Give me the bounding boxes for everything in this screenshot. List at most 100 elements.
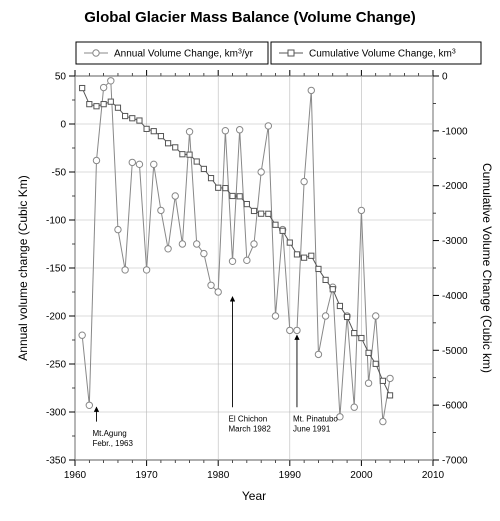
svg-text:1960: 1960 xyxy=(64,470,87,481)
cumulative-marker xyxy=(273,222,278,227)
annotation-text: El Chichon xyxy=(229,415,268,424)
annual-marker xyxy=(351,404,357,410)
cumulative-marker xyxy=(337,303,342,308)
annual-marker xyxy=(115,226,121,232)
cumulative-marker xyxy=(180,152,185,157)
svg-text:0: 0 xyxy=(60,120,66,131)
svg-text:-350: -350 xyxy=(46,456,66,467)
legend-square-icon xyxy=(288,50,294,56)
cumulative-marker xyxy=(280,228,285,233)
annual-marker xyxy=(165,246,171,252)
svg-text:1980: 1980 xyxy=(207,470,230,481)
svg-text:0: 0 xyxy=(442,72,448,83)
cumulative-marker xyxy=(123,113,128,118)
cumulative-marker xyxy=(237,194,242,199)
annual-marker xyxy=(215,289,221,295)
cumulative-marker xyxy=(309,253,314,258)
annual-marker xyxy=(229,258,235,264)
annual-marker xyxy=(194,241,200,247)
svg-text:-150: -150 xyxy=(46,264,66,275)
annual-marker xyxy=(244,257,250,263)
cumulative-marker xyxy=(323,277,328,282)
annual-marker xyxy=(272,313,278,319)
svg-text:2010: 2010 xyxy=(422,470,445,481)
annual-marker xyxy=(380,418,386,424)
cumulative-marker xyxy=(266,211,271,216)
annual-marker xyxy=(308,87,314,93)
cumulative-marker xyxy=(330,287,335,292)
cumulative-marker xyxy=(251,208,256,213)
cumulative-marker xyxy=(366,350,371,355)
cumulative-marker xyxy=(165,141,170,146)
annual-marker xyxy=(79,332,85,338)
cumulative-marker xyxy=(287,240,292,245)
svg-text:2000: 2000 xyxy=(350,470,373,481)
cumulative-marker xyxy=(130,116,135,121)
cumulative-marker xyxy=(151,129,156,134)
annual-marker xyxy=(208,282,214,288)
annual-marker xyxy=(129,159,135,165)
glacier-chart: Global Glacier Mass Balance (Volume Chan… xyxy=(0,0,500,521)
cumulative-marker xyxy=(144,126,149,131)
x-axis-label: Year xyxy=(242,489,266,503)
annual-marker xyxy=(122,267,128,273)
annual-marker xyxy=(373,313,379,319)
annual-marker xyxy=(315,351,321,357)
annual-marker xyxy=(294,327,300,333)
legend-circle-icon xyxy=(93,50,99,56)
chart-svg: Global Glacier Mass Balance (Volume Chan… xyxy=(0,0,500,521)
svg-text:-1000: -1000 xyxy=(442,126,468,137)
chart-title: Global Glacier Mass Balance (Volume Chan… xyxy=(84,9,416,26)
annotation-text: June 1991 xyxy=(293,425,331,434)
svg-text:-5000: -5000 xyxy=(442,346,468,357)
cumulative-marker xyxy=(352,331,357,336)
svg-text:50: 50 xyxy=(55,72,67,83)
cumulative-marker xyxy=(108,99,113,104)
annual-marker xyxy=(93,157,99,163)
cumulative-marker xyxy=(208,176,213,181)
legend-label: Annual Volume Change, km3/yr xyxy=(114,48,254,60)
svg-text:-200: -200 xyxy=(46,312,66,323)
cumulative-marker xyxy=(244,201,249,206)
svg-text:-50: -50 xyxy=(52,168,67,179)
annual-marker xyxy=(322,313,328,319)
annual-marker xyxy=(108,78,114,84)
cumulative-marker xyxy=(87,102,92,107)
cumulative-marker xyxy=(194,159,199,164)
cumulative-marker xyxy=(80,85,85,90)
cumulative-marker xyxy=(373,361,378,366)
annual-marker xyxy=(236,127,242,133)
cumulative-marker xyxy=(137,118,142,123)
annual-marker xyxy=(172,193,178,199)
annual-marker xyxy=(186,128,192,134)
svg-text:-3000: -3000 xyxy=(442,236,468,247)
annual-marker xyxy=(143,267,149,273)
svg-text:-300: -300 xyxy=(46,408,66,419)
cumulative-marker xyxy=(101,102,106,107)
svg-text:-100: -100 xyxy=(46,216,66,227)
annual-marker xyxy=(158,207,164,213)
annual-marker xyxy=(287,327,293,333)
annotation-text: March 1982 xyxy=(229,425,272,434)
annual-marker xyxy=(179,241,185,247)
annotation-text: Febr., 1963 xyxy=(92,439,133,448)
svg-text:-6000: -6000 xyxy=(442,401,468,412)
cumulative-marker xyxy=(216,185,221,190)
cumulative-marker xyxy=(302,255,307,260)
cumulative-marker xyxy=(387,393,392,398)
annotation-text: Mt. Pinatubo xyxy=(293,415,338,424)
cumulative-marker xyxy=(359,335,364,340)
annual-marker xyxy=(136,161,142,167)
cumulative-marker xyxy=(294,252,299,257)
cumulative-marker xyxy=(316,266,321,271)
cumulative-marker xyxy=(115,105,120,110)
annual-marker xyxy=(358,207,364,213)
y-right-label: Cumulative Volume Change (Cubic km) xyxy=(480,163,494,373)
cumulative-marker xyxy=(173,145,178,150)
annual-marker xyxy=(301,178,307,184)
annotation-text: Mt.Agung xyxy=(92,429,126,438)
annual-marker xyxy=(251,241,257,247)
cumulative-marker xyxy=(158,134,163,139)
cumulative-marker xyxy=(230,193,235,198)
cumulative-marker xyxy=(344,314,349,319)
